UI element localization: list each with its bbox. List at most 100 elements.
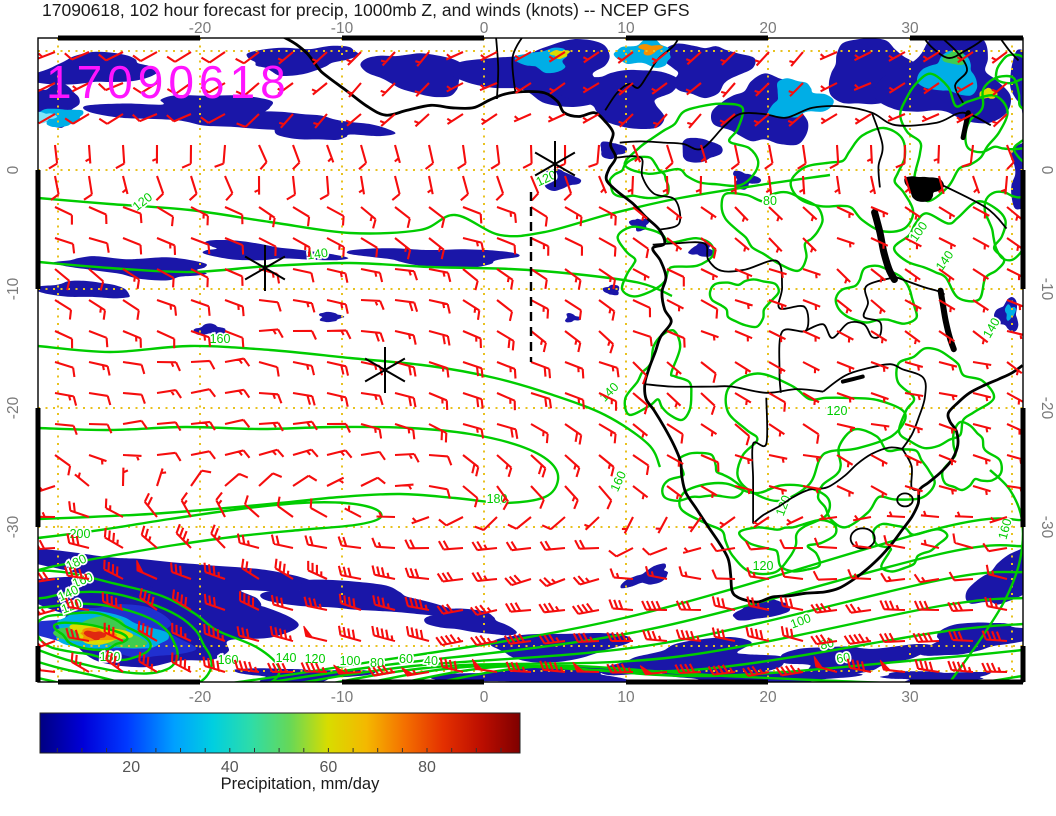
contour-label: 140 [933, 248, 956, 273]
height-contour [38, 260, 673, 298]
precip-blob [1010, 49, 1023, 117]
height-contour [834, 264, 919, 325]
storm-marker-asterisk [534, 141, 576, 187]
precip-blob [662, 43, 756, 99]
height-contour [678, 481, 832, 576]
height-contour [816, 427, 936, 529]
precip-blob [879, 671, 991, 682]
height-contour [616, 225, 715, 298]
height-contour [964, 74, 1023, 154]
precip-blob [620, 563, 669, 589]
country-border [604, 38, 680, 111]
country-border [495, 38, 500, 100]
colorbar-tick-label: 20 [122, 759, 140, 776]
map-border-segments [35, 35, 1026, 685]
height-contour [724, 372, 907, 503]
country-border [644, 383, 824, 394]
height-contour [38, 590, 213, 682]
contour-label: 200 [70, 527, 91, 541]
colorbar-minor-ticks [56, 748, 502, 752]
lat-tick-label: -10 [5, 277, 22, 300]
contour-label: 40 [424, 654, 438, 668]
precip-blob [258, 111, 396, 141]
run-date-stamp: 17090618 [46, 56, 291, 108]
precip-blob [38, 548, 317, 609]
precip-blob [1004, 304, 1017, 321]
colorbar-ticks: 20 40 60 80 [56, 748, 502, 776]
colorbar-label: Precipitation, mm/day [221, 775, 380, 793]
height-contour [38, 602, 179, 675]
height-contour [892, 200, 1007, 303]
precip-blob [638, 44, 664, 56]
lat-tick-label: -20 [5, 396, 22, 419]
height-contour [1012, 138, 1023, 163]
height-contour [38, 425, 560, 521]
lake [871, 208, 898, 283]
precip-blob [360, 53, 466, 98]
precip-blob [564, 313, 582, 323]
country-border [619, 105, 992, 151]
wind-barbs-layer [38, 51, 1023, 678]
height-contour [38, 344, 662, 468]
lat-tick-label: 0 [5, 165, 22, 174]
contour-label: 140 [276, 651, 297, 665]
lon-tick-label: 20 [759, 689, 777, 706]
height-contour [608, 155, 670, 200]
contour-label: 160 [218, 653, 239, 667]
height-contour [940, 420, 1004, 492]
lat-tick-label: -20 [1038, 397, 1055, 420]
country-border [751, 397, 769, 524]
precip-blob [613, 39, 671, 68]
precipitation-shading-layer [38, 38, 1023, 682]
contour-label: 100 [340, 654, 361, 668]
height-contour [38, 611, 152, 662]
contour-label: 140 [306, 246, 329, 263]
precip-blob [732, 598, 791, 621]
axis-tick-labels: -20 -20 -10 -10 0 0 10 10 20 20 30 30 0 0 -10 -10 -20 -20… [5, 20, 1055, 706]
height-contour [949, 469, 1023, 682]
contour-label: 140 [597, 380, 622, 405]
country-border [896, 492, 914, 508]
lon-tick-label: 30 [901, 20, 919, 37]
lon-tick-label: 30 [901, 689, 919, 706]
precip-blob [551, 69, 679, 130]
colorbar-gradient [39, 712, 521, 754]
map-border [37, 37, 1024, 683]
precip-blob [38, 51, 159, 85]
coastline-borders-layer [282, 38, 1023, 604]
precip-blob [38, 280, 130, 299]
country-border [936, 181, 1008, 230]
contour-label: 120 [753, 559, 774, 573]
wind-barb-pennants [136, 559, 892, 677]
lat-tick-label: -30 [1038, 516, 1055, 539]
storm-marker-asterisk [244, 245, 286, 291]
precip-blob [346, 248, 520, 269]
country-border [752, 446, 903, 525]
height-contour [623, 102, 760, 188]
precip-blob [83, 630, 107, 641]
storm-marker-asterisk [364, 347, 406, 393]
precip-blob [246, 45, 360, 77]
contour-label: 120 [827, 404, 848, 418]
height-contour [708, 278, 780, 329]
page-title: 17090618, 102 hour forecast for precip, … [42, 0, 690, 20]
precip-blob [544, 168, 582, 191]
lon-tick-label: -10 [331, 689, 354, 706]
height-contour [994, 53, 1023, 85]
height-contour [983, 190, 1023, 262]
lat-tick-label: -30 [5, 515, 22, 538]
height-contour [738, 518, 838, 573]
wind-barbs [38, 51, 1023, 678]
lon-tick-label: 0 [480, 20, 489, 37]
lake [840, 374, 865, 384]
lake [904, 176, 944, 202]
lon-tick-label: 20 [759, 20, 777, 37]
lon-tick-label: 0 [480, 689, 489, 706]
colorbar-tick-label: 40 [221, 759, 239, 776]
colorbar: 20 40 60 80 Precipitation, mm/day [39, 712, 521, 793]
lon-tick-label: 10 [617, 689, 635, 706]
lake [960, 110, 971, 141]
